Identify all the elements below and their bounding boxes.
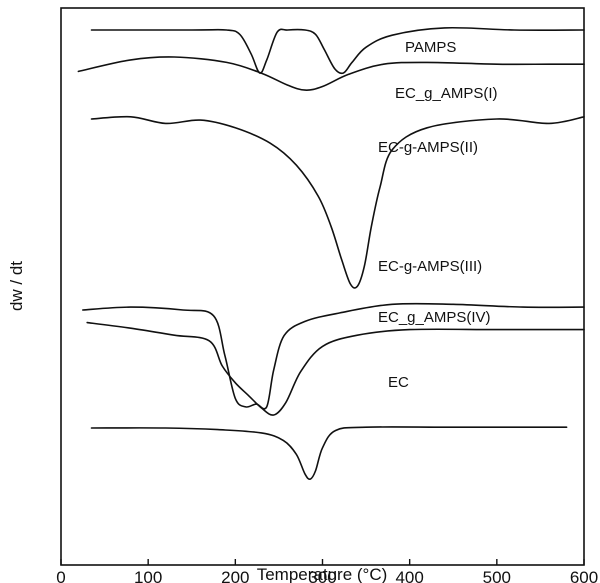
series-curve xyxy=(90,426,568,481)
x-tick-label: 0 xyxy=(56,568,65,583)
x-ticks: 0 100 200 300 400 500 600 xyxy=(56,559,598,583)
series-curve xyxy=(86,321,585,416)
series-curve xyxy=(90,115,585,289)
x-tick-label: 300 xyxy=(308,568,336,583)
series-curve xyxy=(82,302,585,410)
series-curve xyxy=(77,56,585,91)
curves xyxy=(77,26,585,481)
x-tick-label: 600 xyxy=(570,568,598,583)
plot-frame xyxy=(60,7,585,566)
x-tick-label: 400 xyxy=(395,568,423,583)
y-axis-title: dw / dt xyxy=(7,261,26,311)
series-label: PAMPS xyxy=(405,39,456,56)
x-axis-title: Temperature (°C) xyxy=(257,565,388,583)
series-labels: PAMPS EC_g_AMPS(I) EC-g-AMPS(II) EC-g-AMPS(… xyxy=(378,39,498,391)
x-tick-label: 500 xyxy=(483,568,511,583)
series-label: EC_g_AMPS(IV) xyxy=(378,309,491,326)
series-label: EC-g-AMPS(II) xyxy=(378,139,478,156)
series-label: EC_g_AMPS(I) xyxy=(395,85,498,102)
series-label: EC xyxy=(388,374,409,391)
series-curve xyxy=(90,26,585,75)
series-label: EC-g-AMPS(III) xyxy=(378,258,482,275)
x-tick-label: 200 xyxy=(221,568,249,583)
x-tick-label: 100 xyxy=(134,568,162,583)
